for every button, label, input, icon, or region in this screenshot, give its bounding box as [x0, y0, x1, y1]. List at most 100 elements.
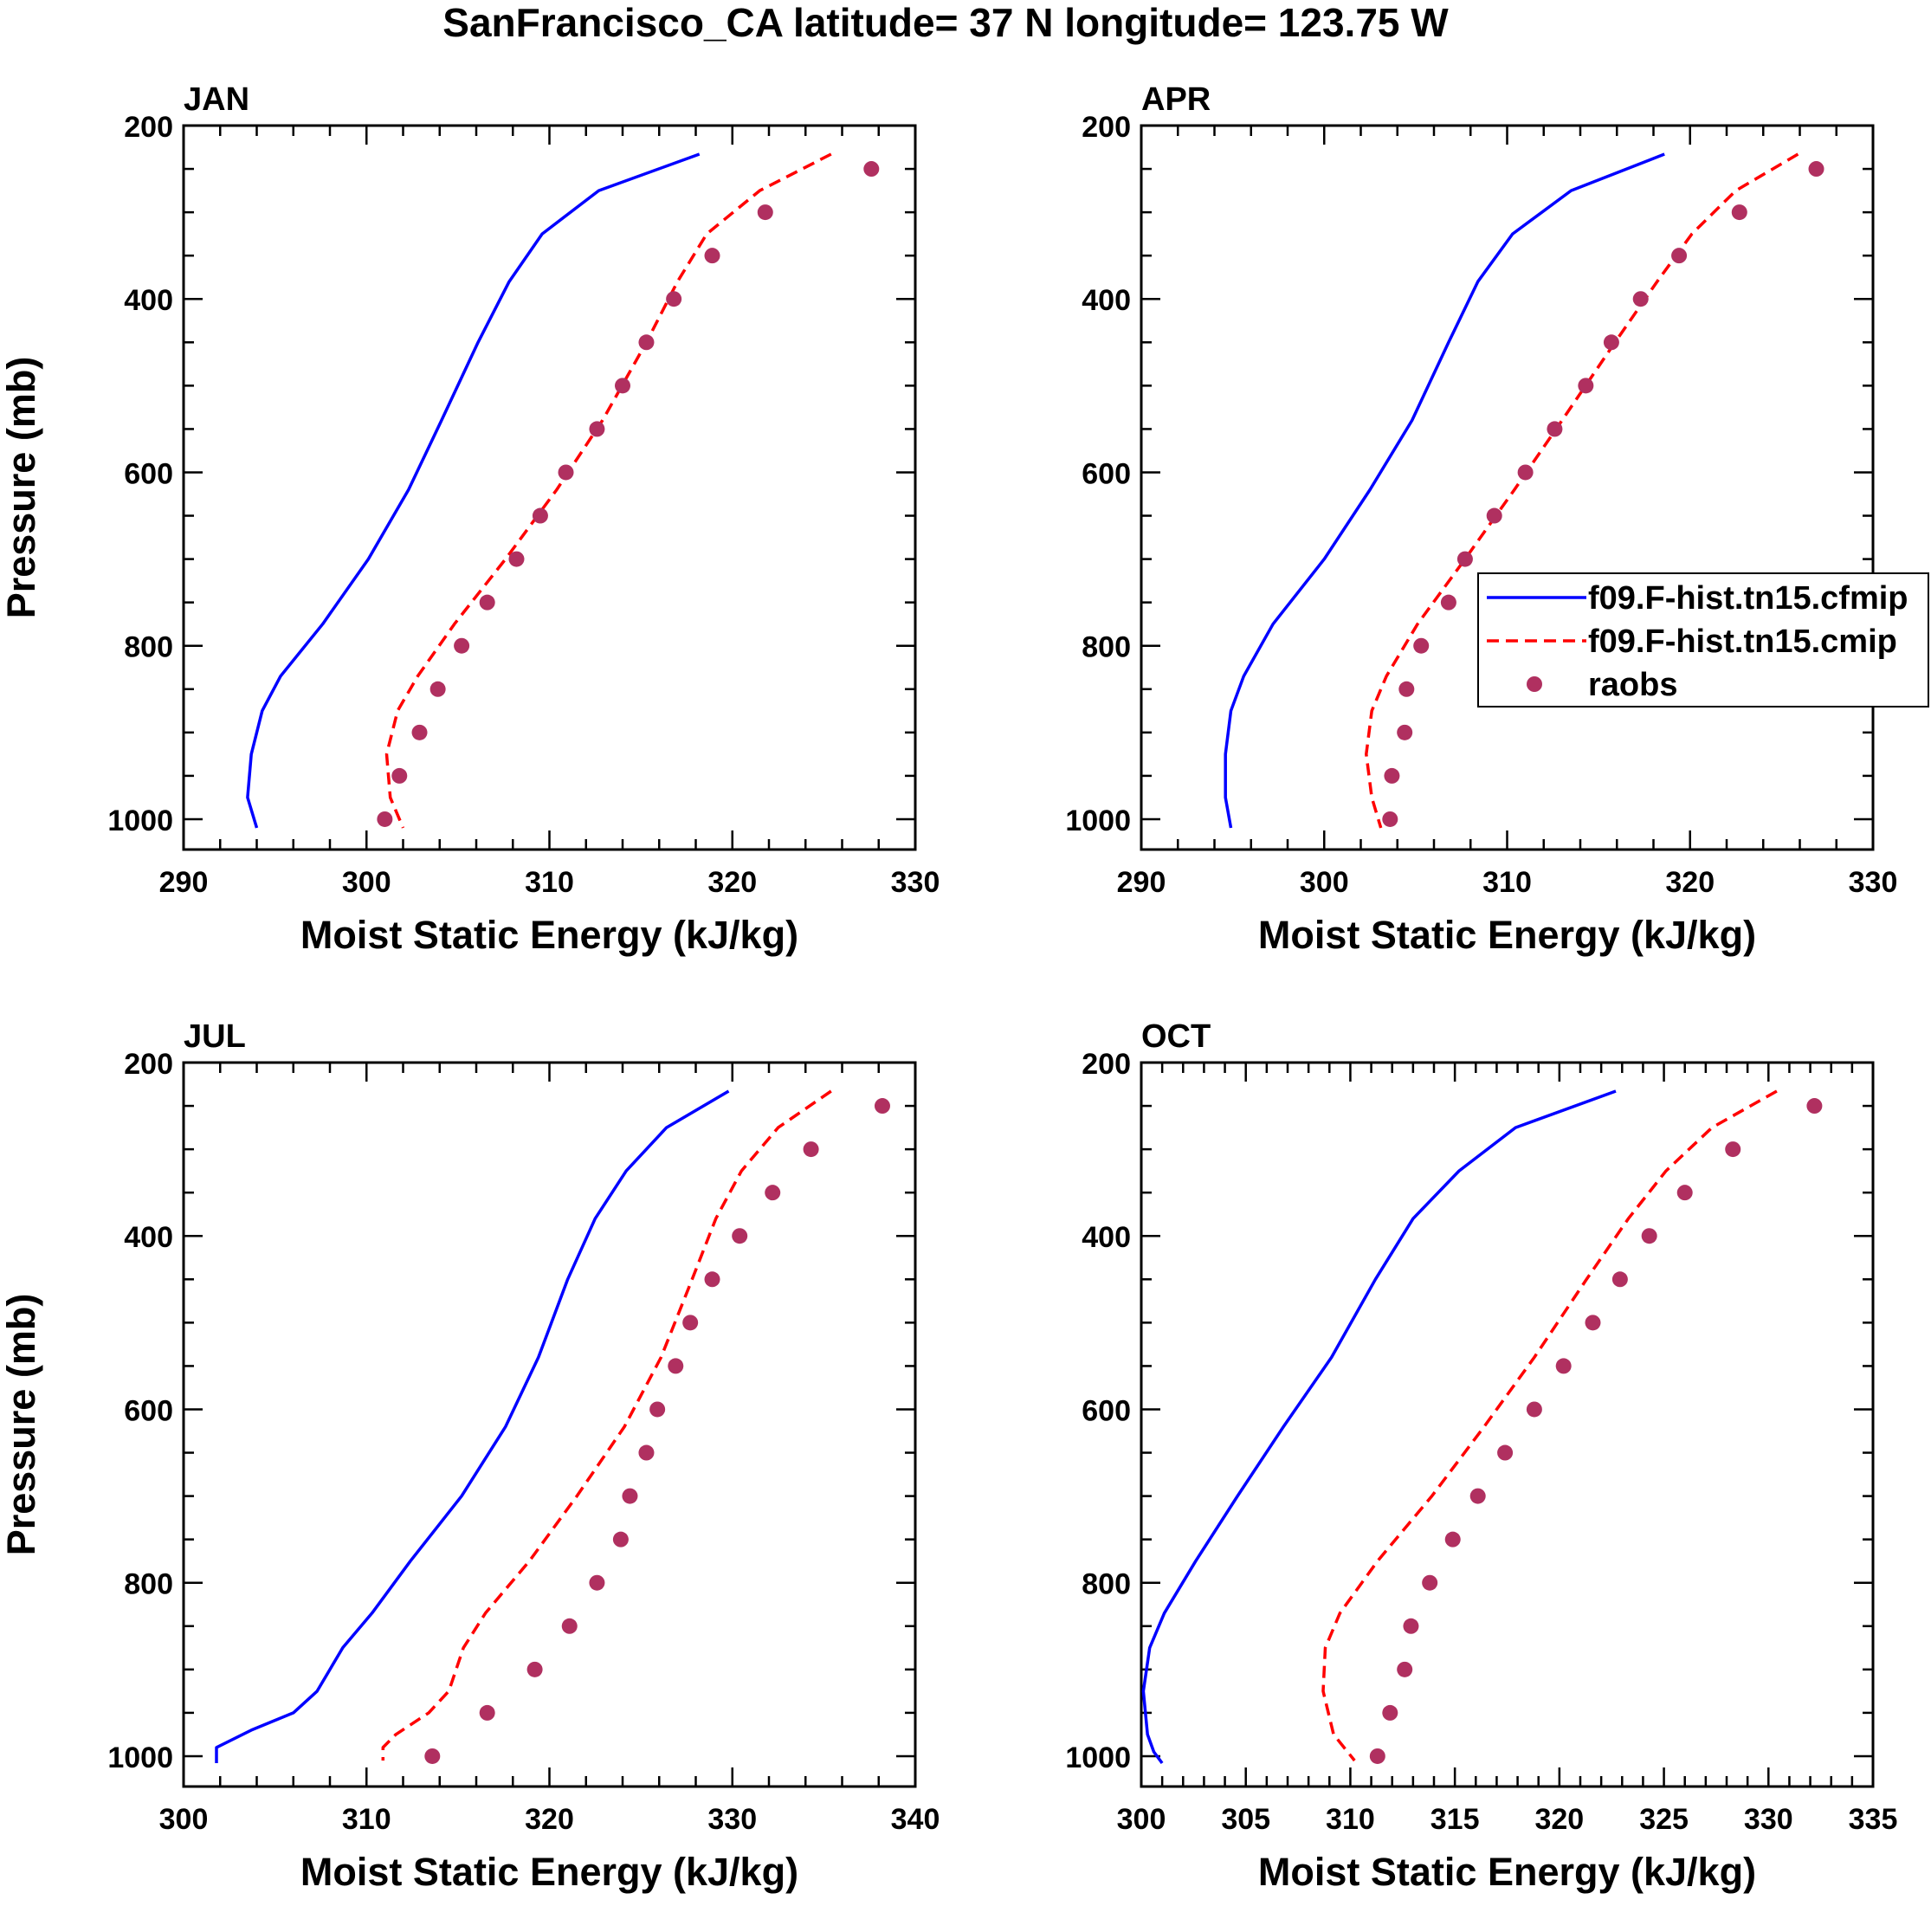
raobs-point: [1397, 1661, 1413, 1677]
x-tick-label: 330: [891, 866, 940, 899]
raobs-point: [1469, 1488, 1486, 1504]
panel-title: JUL: [184, 1018, 246, 1055]
raobs-point: [1731, 204, 1747, 221]
raobs-point: [732, 1228, 748, 1244]
cmip-line: [1365, 152, 1799, 829]
raobs-point: [1585, 1315, 1601, 1331]
raobs-point: [1384, 767, 1400, 784]
cfmip-line: [246, 152, 701, 829]
y-tick-label: 1000: [107, 1741, 173, 1774]
panels: JAN 200 400 600 800 1000 290 300 310 320 330 Moist …: [0, 81, 1929, 1894]
cfmip-line: [1141, 1089, 1617, 1765]
x-tick-label: 300: [1117, 1803, 1166, 1836]
x-tick-label: 310: [1326, 1803, 1375, 1836]
x-tick-label: 320: [1534, 1803, 1584, 1836]
raobs-point: [638, 334, 655, 351]
legend-label: f09.F-hist.tn15.cmip: [1588, 624, 1897, 660]
raobs-point: [479, 1704, 495, 1721]
raobs-point: [863, 161, 880, 178]
x-tick-label: 300: [342, 866, 391, 899]
cfmip-line: [215, 1089, 730, 1763]
raobs-point: [1440, 594, 1456, 611]
x-axis-label: Moist Static Energy (kJ/kg): [300, 913, 798, 957]
legend-label: raobs: [1588, 667, 1677, 703]
plot-frame: [182, 124, 917, 851]
x-tick-label: 310: [342, 1803, 391, 1836]
y-tick-label: 600: [124, 1394, 173, 1427]
raobs-point: [1641, 1228, 1657, 1244]
raobs-point: [391, 767, 408, 784]
x-tick-label: 315: [1430, 1803, 1480, 1836]
raobs-point: [454, 637, 470, 654]
raobs-point: [1398, 681, 1415, 697]
x-axis-label: Moist Static Energy (kJ/kg): [300, 1850, 798, 1894]
x-tick-label: 320: [525, 1803, 574, 1836]
panel-oct: OCT 200 400 600 800 1000 300 305 310 315 320 325 330…: [1065, 1018, 1897, 1894]
cmip-line: [384, 152, 832, 829]
y-tick-label: 1000: [1065, 804, 1131, 837]
raobs-point: [1611, 1271, 1628, 1288]
raobs-point: [1676, 1185, 1693, 1201]
raobs-point: [1547, 421, 1563, 437]
x-tick-label: 290: [1117, 866, 1166, 899]
raobs-point: [1632, 291, 1649, 307]
raobs-point: [1382, 1704, 1398, 1721]
raobs-point: [1517, 464, 1534, 481]
raobs-point: [1806, 1098, 1823, 1115]
y-tick-label: 200: [1082, 1048, 1131, 1081]
raobs-point: [1486, 507, 1502, 524]
x-tick-label: 320: [1665, 866, 1715, 899]
x-tick-label: 340: [891, 1803, 940, 1836]
panel-apr: APR 200 400 600 800 1000 290 300 310 320 330 Moist …: [1065, 81, 1897, 957]
x-tick-label: 330: [707, 1803, 757, 1836]
raobs-point: [1497, 1444, 1514, 1461]
raobs-point: [508, 551, 525, 567]
raobs-point: [1397, 724, 1413, 740]
plot-frame: [1140, 124, 1875, 851]
raobs-point: [532, 507, 548, 524]
figure-title: SanFrancisco_CA latitude= 37 N longitude…: [442, 0, 1449, 45]
raobs-point: [1526, 1401, 1542, 1418]
raobs-point: [1578, 378, 1594, 394]
cfmip-line: [1224, 152, 1665, 829]
y-tick-label: 200: [1082, 111, 1131, 144]
cmip-line: [381, 1089, 832, 1761]
raobs-point: [424, 1748, 441, 1764]
plot-frame: [1140, 1061, 1875, 1788]
raobs-point: [1808, 161, 1824, 178]
y-tick-label: 400: [124, 284, 173, 317]
panel-title: APR: [1141, 81, 1211, 118]
plot-frame: [182, 1061, 917, 1788]
raobs-point: [589, 1574, 605, 1591]
y-tick-label: 1000: [1065, 1741, 1131, 1774]
y-tick-label: 400: [1082, 284, 1131, 317]
raobs-point: [1603, 334, 1619, 351]
panel-jan: JAN 200 400 600 800 1000 290 300 310 320 330 Moist …: [0, 81, 940, 957]
x-tick-label: 310: [525, 866, 574, 899]
raobs-point: [589, 421, 605, 437]
raobs-point: [1456, 551, 1473, 567]
raobs-point: [612, 1531, 629, 1548]
y-axis-label: Pressure (mb): [0, 1294, 43, 1556]
raobs-point: [1382, 811, 1398, 827]
x-tick-label: 320: [707, 866, 757, 899]
panel-title: OCT: [1141, 1018, 1211, 1055]
panel-jul: JUL 200 400 600 800 1000 300 310 320 330 340 Moist …: [0, 1018, 940, 1894]
y-tick-label: 800: [124, 631, 173, 664]
raobs-point: [526, 1661, 543, 1677]
raobs-point: [1403, 1618, 1419, 1634]
y-tick-label: 600: [124, 457, 173, 490]
y-tick-label: 200: [124, 1048, 173, 1081]
y-tick-label: 800: [124, 1568, 173, 1601]
x-tick-label: 310: [1482, 866, 1532, 899]
y-tick-label: 400: [1082, 1221, 1131, 1254]
raobs-point: [682, 1315, 699, 1331]
raobs-point: [765, 1185, 781, 1201]
raobs-point: [561, 1618, 578, 1634]
x-axis-label: Moist Static Energy (kJ/kg): [1258, 913, 1756, 957]
y-axis-label: Pressure (mb): [0, 357, 43, 619]
raobs-point: [704, 1271, 720, 1288]
raobs-point: [638, 1444, 655, 1461]
raobs-point: [666, 291, 682, 307]
